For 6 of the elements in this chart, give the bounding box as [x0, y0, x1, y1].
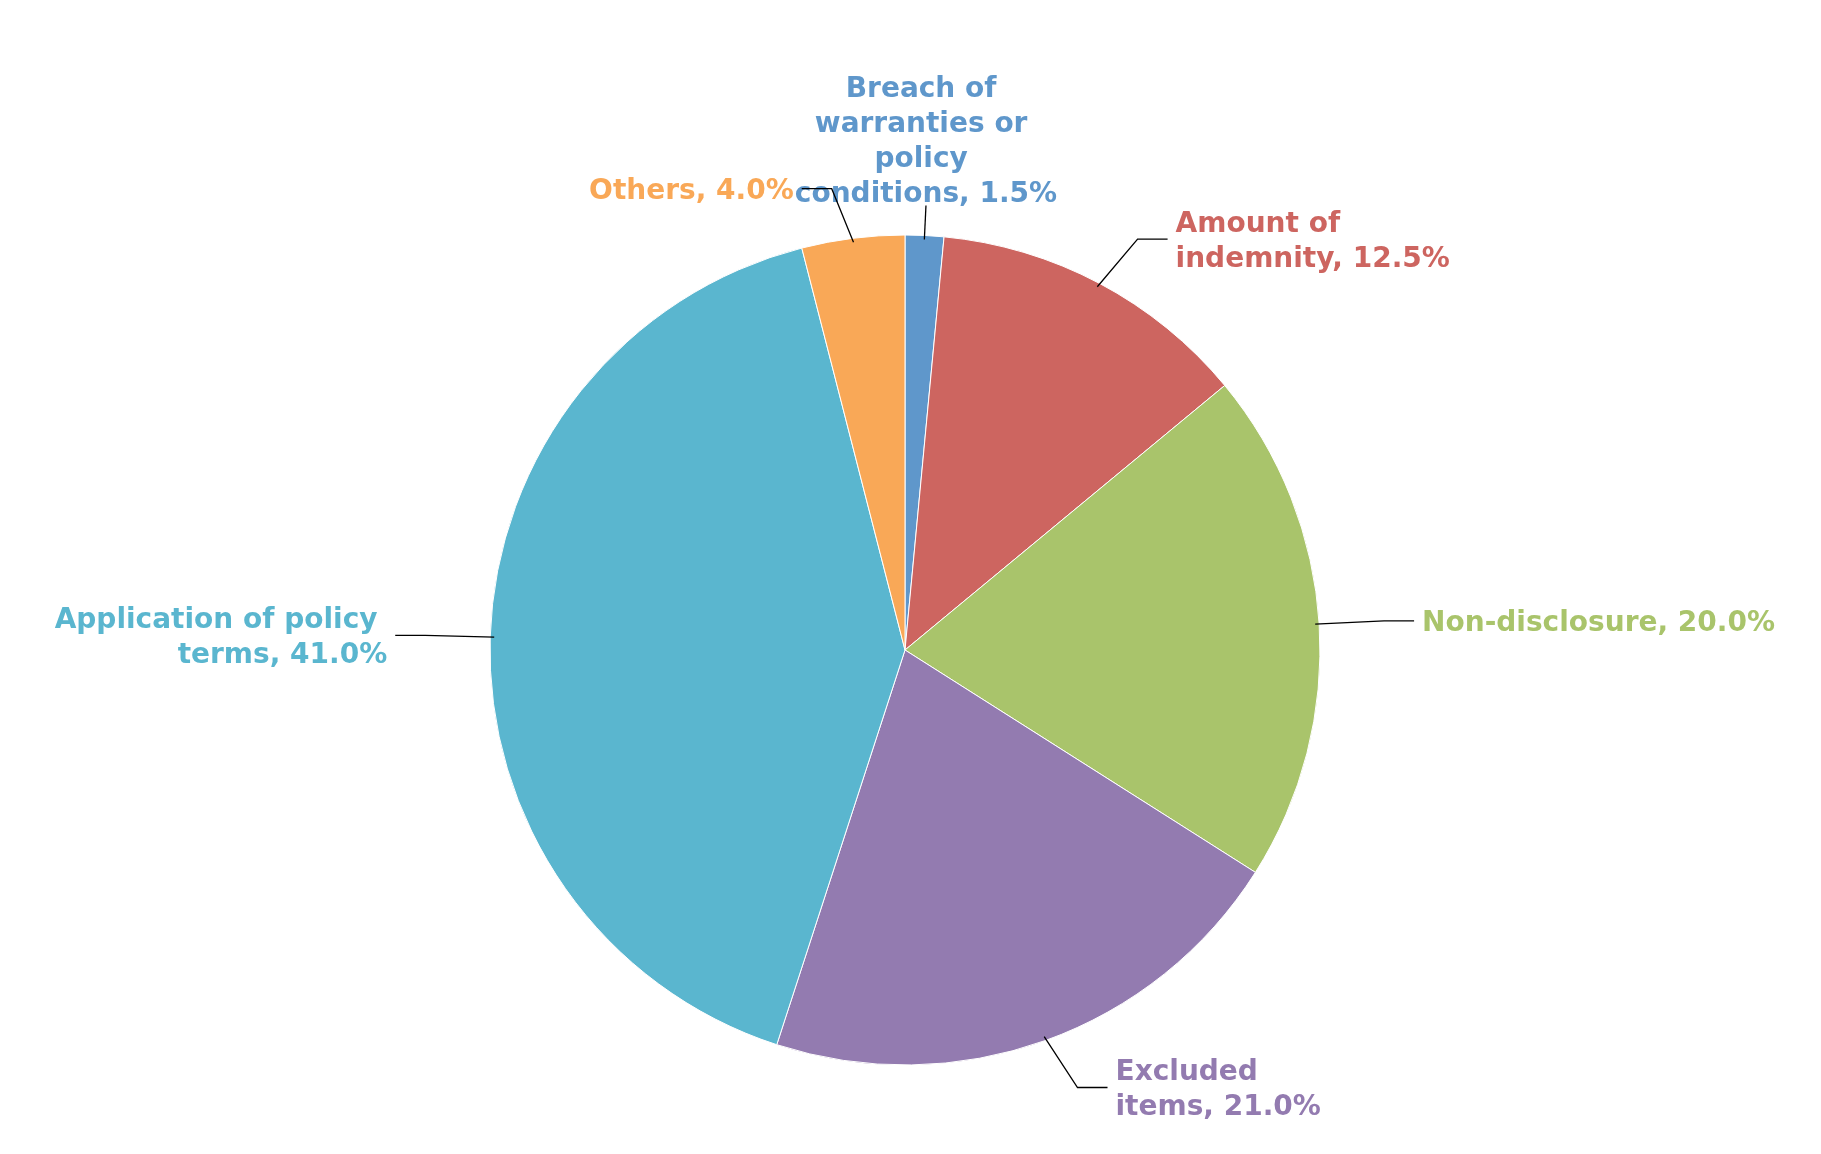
slice-label: Application of policy terms, 41.0% — [54, 601, 388, 670]
slice-label: Breach of warranties or policy conditions, 1.5% — [794, 70, 1058, 209]
slice-label: Excluded items, 21.0% — [1115, 1054, 1321, 1123]
slice-label: Others, 4.0% — [589, 172, 794, 206]
slice-label: Amount of indemnity, 12.5% — [1175, 205, 1450, 274]
slice-label: Non-disclosure, 20.0% — [1422, 604, 1775, 638]
